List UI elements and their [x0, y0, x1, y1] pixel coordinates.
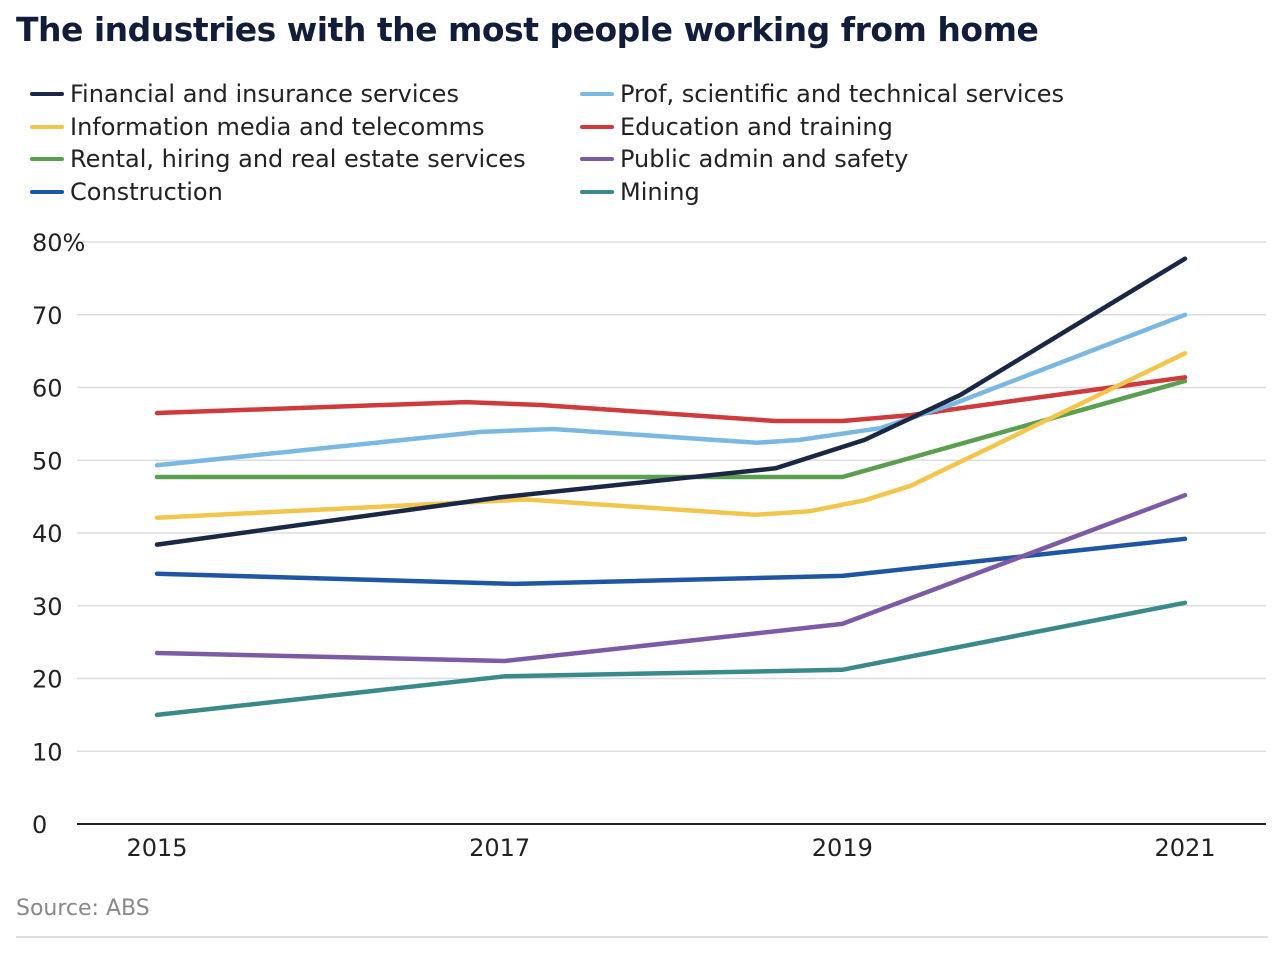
- y-tick-label: 80%: [32, 229, 85, 257]
- legend-swatch: [30, 189, 64, 194]
- x-tick-label: 2019: [812, 834, 873, 862]
- legend-swatch: [30, 157, 64, 161]
- legend-label: Financial and insurance services: [70, 80, 459, 108]
- y-tick-label: 0: [32, 811, 47, 839]
- legend-label: Education and training: [620, 112, 893, 141]
- y-tick-label: 40: [32, 520, 63, 548]
- y-tick-label: 20: [32, 666, 63, 694]
- series-line-7: [154, 600, 1188, 718]
- series-line-3: [154, 375, 1188, 424]
- y-tick-label: 50: [32, 447, 63, 475]
- legend-item: Information media and telecomms: [30, 113, 484, 141]
- series-line-6: [154, 536, 1188, 587]
- source-note: Source: ABS: [16, 896, 150, 921]
- y-tick-label: 60: [32, 375, 63, 403]
- y-tick-label: 70: [32, 302, 63, 330]
- bottom-divider: [16, 936, 1268, 938]
- x-tick-label: 2017: [469, 834, 530, 862]
- series-line-5: [154, 492, 1188, 664]
- legend-label: Rental, hiring and real estate services: [70, 145, 526, 173]
- chart-title: The industries with the most people work…: [16, 10, 1039, 49]
- legend-label: Construction: [70, 177, 223, 206]
- legend-item: Rental, hiring and real estate services: [30, 145, 526, 173]
- y-tick-label: 30: [32, 593, 63, 621]
- legend-item: Construction: [30, 178, 223, 206]
- legend-swatch: [580, 92, 614, 96]
- legend-swatch: [30, 124, 64, 129]
- legend-swatch: [580, 124, 614, 129]
- legend-item: Mining: [580, 178, 700, 206]
- y-tick-label: 10: [32, 738, 63, 766]
- x-tick-label: 2015: [126, 834, 187, 862]
- series-line-2: [154, 351, 1188, 520]
- legend-label: Mining: [620, 177, 700, 206]
- legend-label: Prof, scientific and technical services: [620, 80, 1065, 108]
- legend-swatch: [30, 92, 64, 96]
- legend-swatch: [580, 157, 614, 161]
- series-line-1: [154, 312, 1188, 468]
- legend-label: Public admin and safety: [620, 145, 909, 173]
- legend-item: Public admin and safety: [580, 145, 908, 173]
- series-line-0: [154, 256, 1188, 547]
- x-tick-label: 2021: [1154, 834, 1215, 862]
- legend-item: Financial and insurance services: [30, 80, 459, 108]
- legend-item: Prof, scientific and technical services: [580, 80, 1064, 108]
- legend-item: Education and training: [580, 113, 893, 141]
- legend-swatch: [580, 189, 614, 194]
- series-line-4: [154, 378, 1188, 480]
- legend-label: Information media and telecomms: [70, 112, 485, 141]
